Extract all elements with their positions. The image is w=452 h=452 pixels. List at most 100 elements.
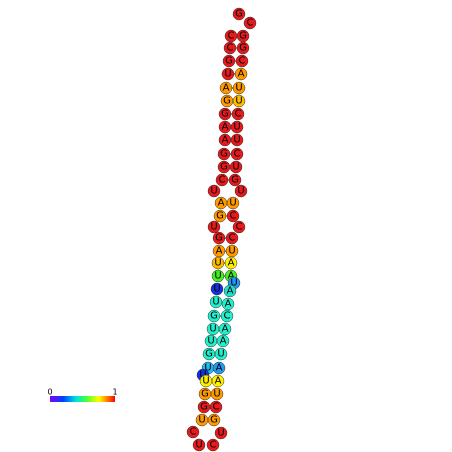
nucleotide-label: A (222, 135, 229, 146)
nucleotide-label: U (198, 415, 205, 426)
nucleotide-label: U (235, 83, 242, 94)
nucleotide-label: C (219, 175, 226, 186)
nucleotide (226, 209, 240, 223)
nucleotide (236, 41, 250, 55)
nucleotide-label: C (213, 402, 220, 413)
nucleotide-label: A (216, 246, 223, 257)
nucleotide (220, 309, 234, 323)
nucleotide-label: C (229, 233, 236, 244)
nucleotide-label: U (229, 198, 236, 209)
nucleotide (211, 256, 225, 270)
colorbar (50, 396, 115, 402)
nucleotide-label: A (216, 363, 223, 374)
nucleotide-label: G (231, 175, 239, 186)
nucleotide (211, 374, 225, 388)
nucleotide (231, 107, 245, 121)
nucleotide (206, 438, 220, 452)
nucleotide-label: U (204, 363, 211, 374)
nucleotide (223, 284, 237, 298)
nucleotide-label: U (233, 135, 240, 146)
nucleotide-label: U (214, 258, 221, 269)
nucleotide (218, 322, 232, 336)
nucleotide (186, 425, 200, 439)
nucleotide (219, 81, 233, 95)
nucleotide-label: G (220, 162, 228, 173)
nucleotide (232, 94, 246, 108)
nucleotide (228, 173, 242, 187)
nucleotide-label: U (210, 186, 217, 197)
nucleotide (210, 282, 224, 296)
nucleotide-label: C (227, 43, 234, 54)
nucleotide-label: U (212, 297, 219, 308)
nucleotide-label: U (213, 284, 220, 295)
nucleotide (209, 400, 223, 414)
nucleotides: GCC GC GG CU AA UG UG CA UA UG CG UC GU UA UG CU CG CA UU A… (186, 7, 257, 452)
nucleotide (243, 16, 257, 30)
nucleotide (230, 120, 244, 134)
nucleotide-label: A (215, 376, 222, 387)
nucleotide-label: A (225, 299, 232, 310)
nucleotide-label: A (222, 324, 229, 335)
nucleotide (216, 334, 230, 348)
nucleotide-label: A (222, 122, 229, 133)
nucleotide (211, 269, 225, 283)
nucleotide-label: G (235, 9, 243, 20)
nucleotide-label: U (195, 440, 202, 451)
nucleotide-label: U (224, 69, 231, 80)
nucleotide-label: U (202, 376, 209, 387)
nucleotide (230, 147, 244, 161)
nucleotide-label: U (213, 389, 220, 400)
nucleotide (232, 7, 246, 21)
nucleotide-label: U (230, 278, 237, 289)
nucleotide-label: G (200, 402, 208, 413)
nucleotide-label: A (228, 271, 235, 282)
nucleotide-label: G (215, 233, 223, 244)
nucleotide-label: U (199, 370, 206, 381)
nucleotide (235, 54, 249, 68)
nucleotide-label: G (210, 415, 218, 426)
nucleotide (232, 81, 246, 95)
nucleotide (230, 133, 244, 147)
nucleotide (207, 220, 221, 234)
nucleotide-label: U (217, 349, 224, 360)
nucleotide (192, 438, 206, 452)
nucleotide-label: C (234, 149, 241, 160)
nucleotide (223, 41, 237, 55)
nucleotide-label: A (218, 198, 225, 209)
nucleotide-label: G (210, 311, 218, 322)
nucleotide-label: G (205, 349, 213, 360)
nucleotide (234, 184, 248, 198)
nucleotide (218, 107, 232, 121)
nucleotide-label: A (220, 336, 227, 347)
nucleotide (222, 54, 236, 68)
nucleotide (207, 309, 221, 323)
nucleotide-label: G (216, 211, 224, 222)
nucleotide-label: U (228, 246, 235, 257)
nucleotide (229, 160, 243, 174)
nucleotide (234, 67, 248, 81)
nucleotide-label: C (230, 211, 237, 222)
nucleotide-label: C (239, 56, 246, 67)
nucleotide-label: C (228, 31, 235, 42)
nucleotide-label: C (190, 427, 197, 438)
nucleotide-label: U (237, 186, 244, 197)
nucleotide (210, 387, 224, 401)
nucleotide-label: C (210, 440, 217, 451)
nucleotide-label: A (238, 69, 245, 80)
nucleotide-label: G (220, 149, 228, 160)
nucleotide (217, 147, 231, 161)
nucleotide-label: A (223, 83, 230, 94)
nucleotide-label: C (236, 222, 243, 233)
nucleotide-label: U (214, 271, 221, 282)
nucleotide-label: U (217, 428, 224, 439)
nucleotide-label: U (233, 122, 240, 133)
nucleotide (213, 209, 227, 223)
nucleotide-label: U (209, 324, 216, 335)
nucleotide-label: G (239, 43, 247, 54)
nucleotide (212, 231, 226, 245)
nucleotide (212, 361, 226, 375)
nucleotide-label: U (210, 222, 217, 233)
nucleotide (214, 347, 228, 361)
nucleotide-label: A (227, 286, 234, 297)
